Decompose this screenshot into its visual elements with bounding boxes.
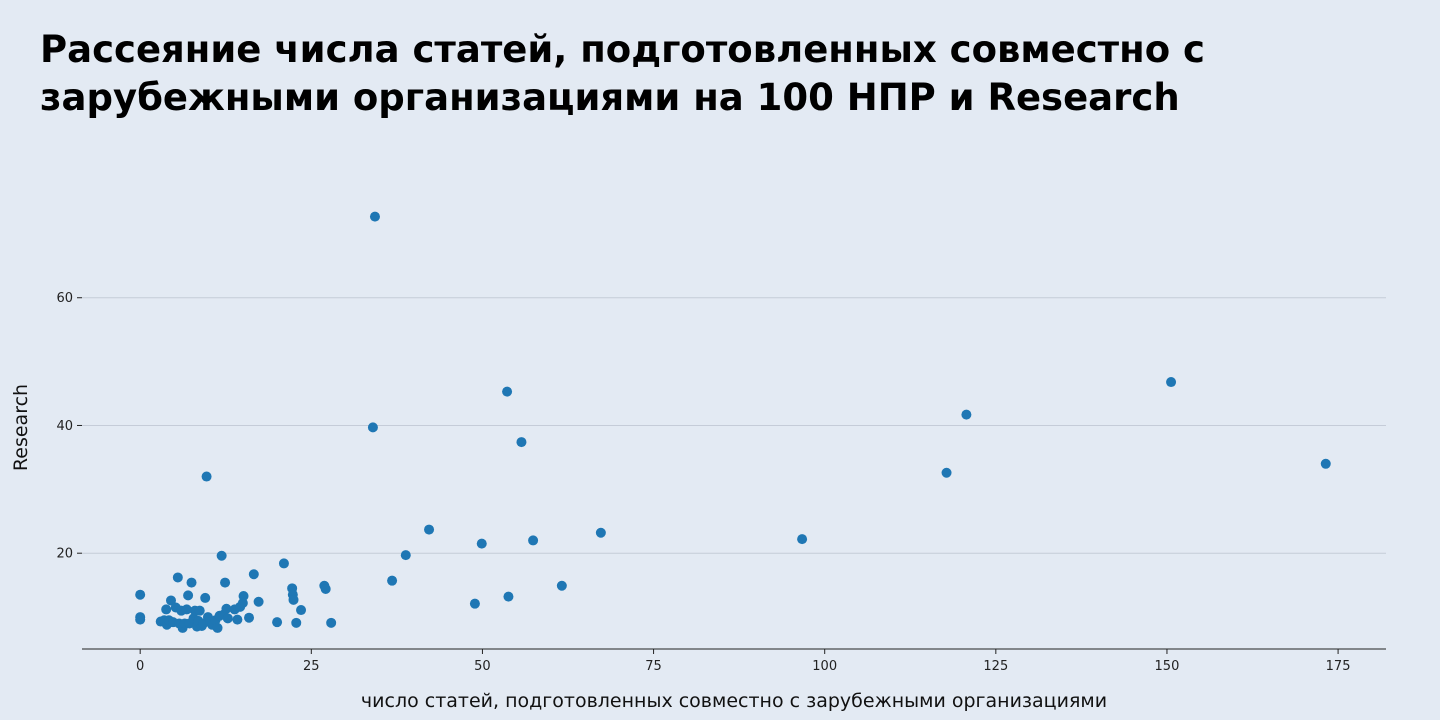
y-tick-label: 60 [56, 291, 73, 306]
x-tick-label: 100 [812, 659, 837, 674]
data-point [135, 589, 146, 600]
data-point [556, 580, 567, 591]
data-point [238, 590, 249, 601]
data-point [797, 534, 808, 545]
data-point [165, 595, 176, 606]
x-tick-label: 125 [983, 659, 1008, 674]
x-tick-label: 0 [136, 659, 144, 674]
data-point [1320, 458, 1331, 469]
x-tick-label: 50 [474, 659, 491, 674]
data-points [135, 211, 1331, 633]
data-point [278, 558, 289, 569]
data-point [469, 598, 480, 609]
x-tick-label: 175 [1326, 659, 1351, 674]
y-tick-label: 20 [56, 547, 73, 562]
data-point [221, 603, 232, 614]
data-point [961, 409, 972, 420]
data-point [291, 617, 302, 628]
data-point [253, 596, 264, 607]
y-tick-label: 40 [56, 419, 73, 434]
data-point [181, 604, 192, 615]
data-point [220, 577, 231, 588]
data-point [248, 569, 259, 580]
data-point [161, 604, 172, 615]
data-point [135, 614, 146, 625]
data-point [194, 605, 205, 616]
x-tick-label: 25 [303, 659, 320, 674]
data-point [1166, 377, 1177, 388]
data-point [222, 613, 233, 624]
data-point [941, 467, 952, 478]
data-point [212, 622, 223, 633]
grid-lines [82, 297, 1386, 554]
data-point [400, 550, 411, 561]
data-point [369, 211, 380, 222]
data-point [528, 535, 539, 546]
data-point [516, 437, 527, 448]
chart-title: Рассеяние числа статей, подготовленных с… [40, 28, 1205, 119]
data-point [476, 538, 487, 549]
data-point [367, 422, 378, 433]
x-tick-label: 150 [1155, 659, 1180, 674]
data-point [186, 577, 197, 588]
x-axis-label: число статей, подготовленных совместно с… [361, 690, 1107, 712]
data-point [320, 583, 331, 594]
data-point [502, 386, 513, 397]
data-point [216, 550, 227, 561]
data-point [296, 605, 307, 616]
data-point [201, 471, 212, 482]
data-point [244, 612, 255, 623]
data-point [272, 617, 283, 628]
data-point [232, 614, 243, 625]
data-point [172, 572, 183, 583]
y-axis-label: Research [10, 384, 32, 471]
data-point [200, 592, 211, 603]
data-point [387, 575, 398, 586]
data-point [288, 594, 299, 605]
data-point [326, 617, 337, 628]
data-point [183, 590, 194, 601]
data-point [595, 527, 606, 538]
tick-layer: 20 40 60 0 25 50 75 100 125 150 175 [56, 291, 1350, 674]
data-point [424, 524, 435, 535]
data-point [503, 591, 514, 602]
x-tick-label: 75 [645, 659, 662, 674]
